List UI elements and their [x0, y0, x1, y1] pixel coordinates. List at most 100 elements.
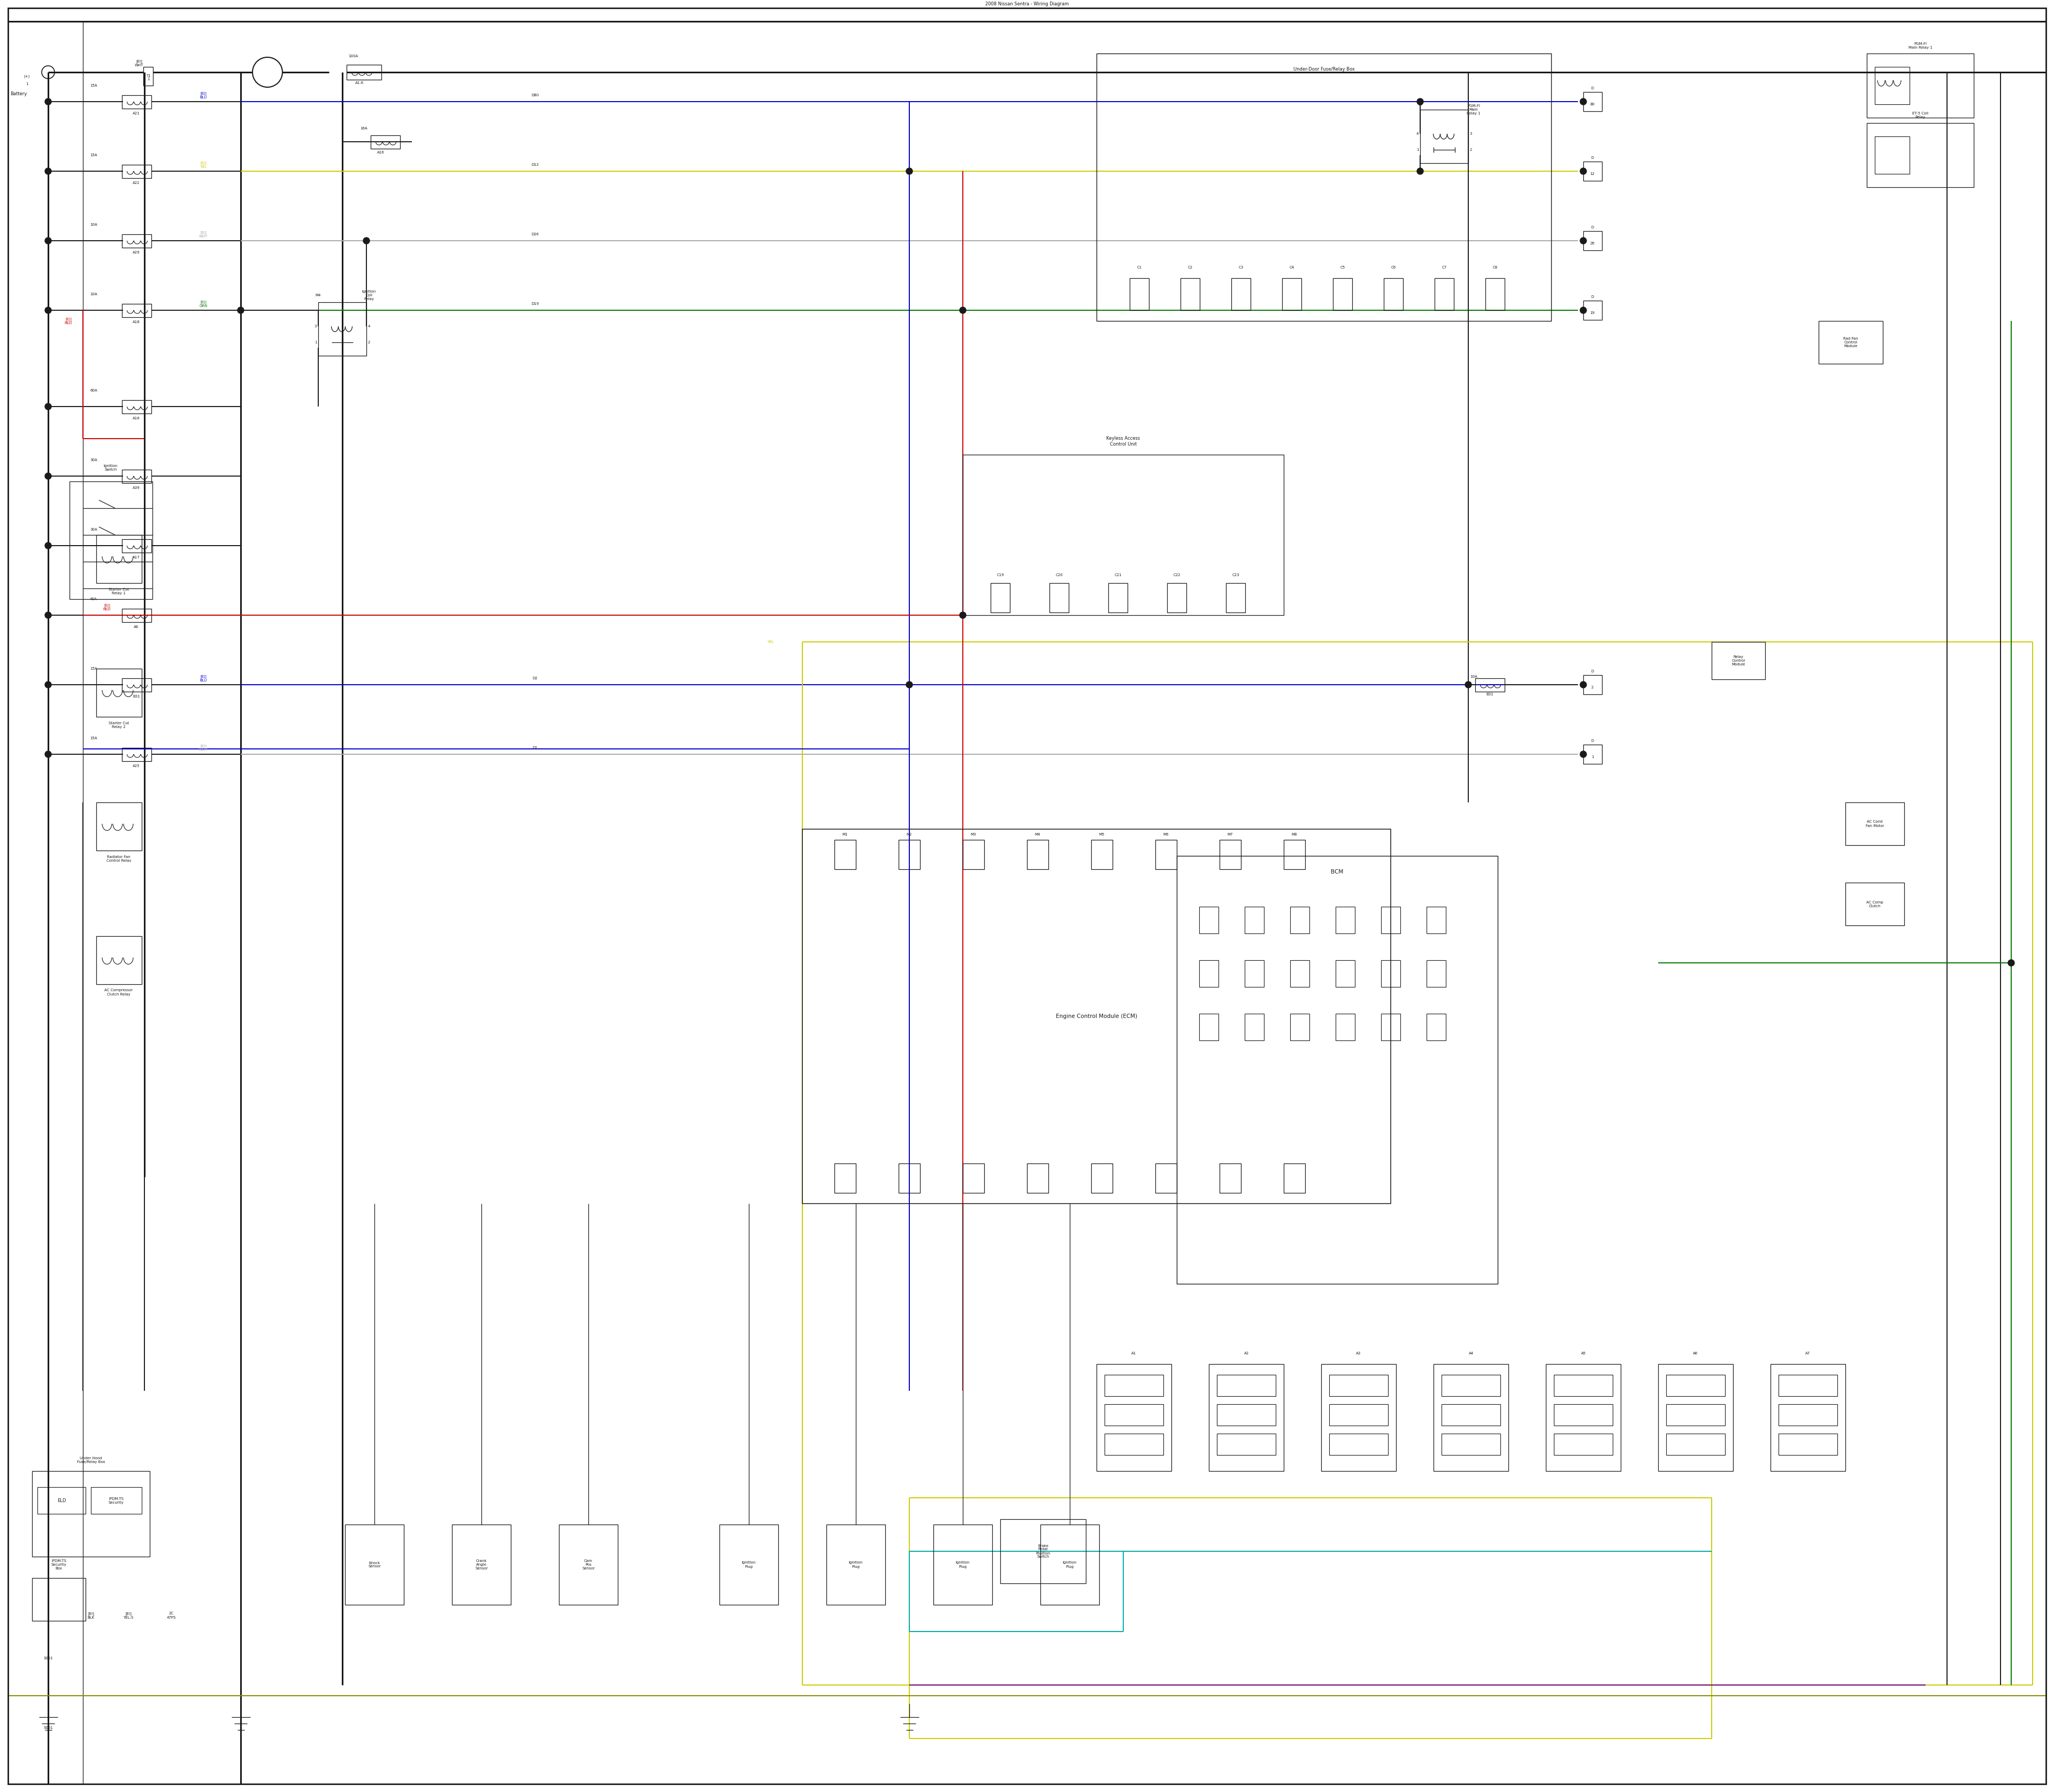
Bar [1380, 907, 1401, 934]
Bar [33, 1579, 86, 1620]
Circle shape [1417, 99, 1423, 106]
Bar [1442, 1405, 1499, 1426]
Bar [933, 1525, 992, 1606]
Bar [1428, 907, 1446, 934]
Text: Cam
Pos
Sensor: Cam Pos Sensor [581, 1559, 596, 1570]
Circle shape [45, 99, 51, 106]
Bar [1105, 1434, 1163, 1455]
Bar [121, 95, 152, 108]
Text: A29: A29 [134, 251, 140, 254]
Bar [1584, 676, 1602, 694]
Bar [1434, 278, 1454, 310]
Bar [1245, 961, 1263, 987]
Text: A16: A16 [134, 418, 140, 419]
Circle shape [45, 168, 51, 174]
Text: S001: S001 [43, 1656, 53, 1659]
Bar [121, 165, 152, 177]
Text: Keyless Access
Control Unit: Keyless Access Control Unit [1107, 435, 1140, 446]
Text: C7: C7 [1442, 265, 1446, 269]
Bar [834, 1163, 857, 1193]
Bar [1181, 278, 1200, 310]
Bar [1200, 1014, 1218, 1041]
Circle shape [364, 238, 370, 244]
Bar [1245, 1014, 1263, 1041]
Text: B31: B31 [1485, 694, 1493, 695]
Circle shape [906, 681, 912, 688]
Circle shape [1580, 238, 1586, 244]
Bar [1771, 1364, 1844, 1471]
Text: A21: A21 [134, 111, 140, 115]
Text: 12: 12 [1590, 172, 1594, 176]
Bar [97, 935, 142, 984]
Circle shape [45, 238, 51, 244]
Bar [1105, 1405, 1163, 1426]
Text: A1: A1 [1132, 1351, 1136, 1355]
Circle shape [45, 473, 51, 478]
Circle shape [45, 611, 51, 618]
Bar [1658, 1364, 1734, 1471]
Text: D: D [1592, 670, 1594, 674]
Text: 10A: 10A [90, 292, 97, 296]
Text: AC Cond
Fan Motor: AC Cond Fan Motor [1865, 821, 1884, 828]
Circle shape [1580, 751, 1586, 758]
Bar [1177, 857, 1497, 1283]
Bar [1329, 1434, 1389, 1455]
Text: 40A: 40A [90, 597, 97, 600]
Text: 2: 2 [1592, 686, 1594, 688]
Text: A17: A17 [134, 556, 140, 559]
Circle shape [1580, 681, 1586, 688]
Text: A6: A6 [1692, 1351, 1699, 1355]
Text: A39: A39 [134, 486, 140, 489]
Bar [121, 609, 152, 622]
Bar [1130, 278, 1148, 310]
Bar [121, 677, 152, 692]
Text: 1: 1 [1417, 149, 1419, 151]
Bar [900, 1163, 920, 1193]
Bar [1335, 907, 1356, 934]
Bar [1779, 1434, 1838, 1455]
Text: [EJ]
BLU: [EJ] BLU [199, 91, 207, 99]
Text: 10A: 10A [1471, 676, 1477, 679]
Text: C19: C19 [996, 573, 1004, 577]
Text: D80: D80 [532, 93, 538, 97]
Bar [1584, 91, 1602, 111]
Text: IPDM-TS
Security
Box: IPDM-TS Security Box [51, 1559, 66, 1570]
Text: [EI]
WHT: [EI] WHT [136, 59, 144, 66]
Bar [826, 1525, 885, 1606]
Circle shape [1580, 306, 1586, 314]
Bar [1167, 582, 1187, 613]
Circle shape [45, 306, 51, 314]
Bar [1284, 840, 1304, 869]
Text: A3: A3 [1356, 1351, 1362, 1355]
Text: 15A: 15A [90, 737, 97, 740]
Text: Under-Door Fuse/Relay Box: Under-Door Fuse/Relay Box [1294, 66, 1354, 72]
Bar [97, 536, 142, 582]
Text: YEL: YEL [766, 640, 774, 643]
Text: Relay
Control
Module: Relay Control Module [1732, 656, 1746, 667]
Bar [1091, 840, 1113, 869]
Text: A4: A4 [1469, 1351, 1473, 1355]
Text: Starter Cut
Relay 1: Starter Cut Relay 1 [109, 588, 129, 595]
Text: 2008 Nissan Sentra - Wiring Diagram: 2008 Nissan Sentra - Wiring Diagram [986, 2, 1068, 7]
Circle shape [1465, 681, 1471, 688]
Text: 15A: 15A [90, 84, 97, 88]
Bar [97, 803, 142, 851]
Text: T1
1: T1 1 [146, 73, 150, 81]
Bar [1555, 1434, 1612, 1455]
Circle shape [1580, 168, 1586, 174]
Text: 30A: 30A [90, 529, 97, 530]
Bar [803, 830, 1391, 1204]
Text: [EJ]
YEL: [EJ] YEL [199, 161, 207, 168]
Bar [318, 303, 366, 357]
Bar [1329, 1405, 1389, 1426]
Bar [1245, 907, 1263, 934]
Text: D12: D12 [532, 163, 538, 167]
Text: [EI]
YEL-S: [EI] YEL-S [123, 1611, 134, 1620]
Text: IPDM-TS
Security: IPDM-TS Security [109, 1496, 123, 1503]
Bar [1200, 961, 1218, 987]
Bar [1154, 840, 1177, 869]
Bar [121, 400, 152, 414]
Text: Engine Control Module (ECM): Engine Control Module (ECM) [1056, 1014, 1138, 1020]
Text: M4: M4 [316, 294, 320, 297]
Bar [37, 1487, 86, 1514]
